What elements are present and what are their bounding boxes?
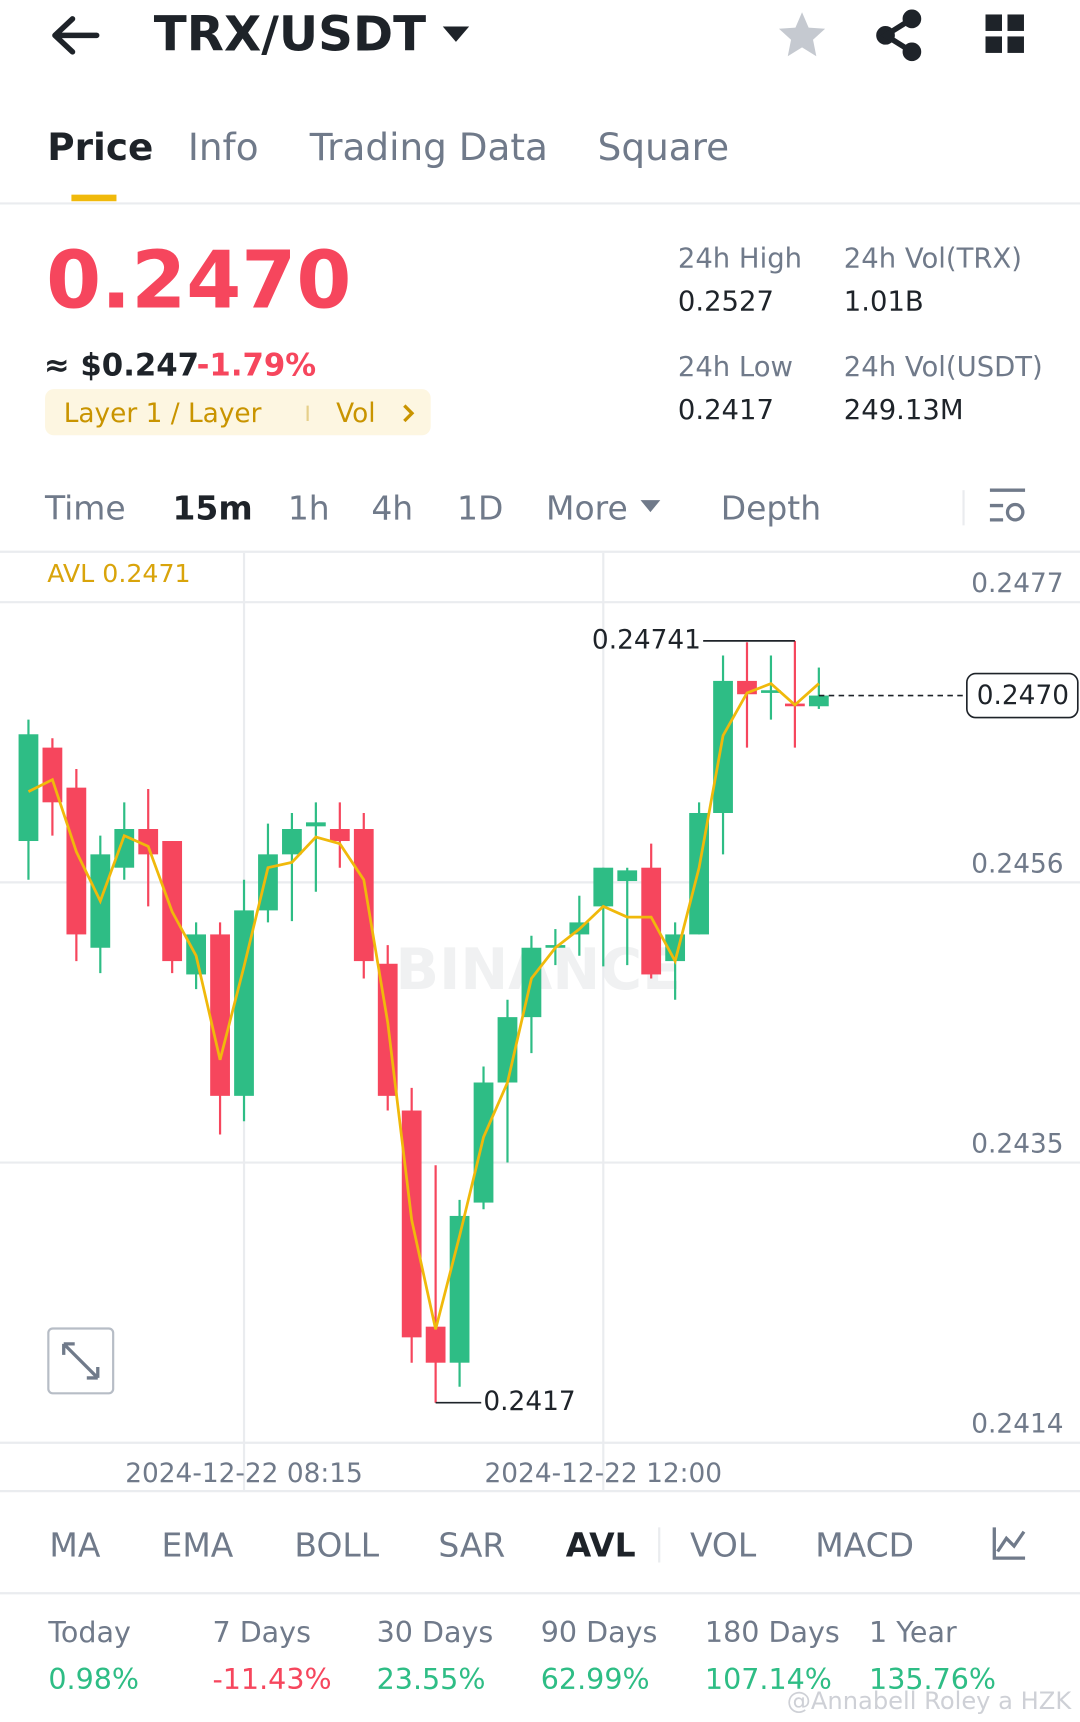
candle-body — [42, 747, 63, 803]
pair-title[interactable]: TRX/USDT — [154, 7, 426, 63]
period-change: 62.99% — [541, 1662, 650, 1696]
indicator-tab[interactable]: AVL — [566, 1526, 636, 1565]
candle-body — [234, 910, 254, 1096]
more-dropdown[interactable] — [640, 500, 661, 513]
y-tick-label: 0.2456 — [971, 849, 1063, 879]
grid-icon[interactable] — [985, 14, 1024, 53]
candle-body — [617, 870, 638, 882]
low-label: 0.2417 — [483, 1387, 575, 1417]
candle-body — [138, 829, 159, 855]
period-change: 135.76% — [869, 1662, 996, 1696]
interval-tab[interactable]: 1D — [457, 488, 503, 527]
avl-line — [27, 681, 820, 1330]
indicator-settings-icon[interactable] — [992, 1527, 1026, 1560]
stat-value: 0.2417 — [678, 395, 774, 426]
indicator-tab[interactable]: BOLL — [294, 1526, 379, 1565]
interval-tab[interactable]: 15m — [172, 488, 252, 527]
share-icon[interactable] — [876, 9, 922, 62]
x-tick-label: 2024-12-22 08:15 — [125, 1459, 363, 1489]
favorite-icon[interactable] — [778, 12, 826, 57]
current-price-label: 0.2470 — [977, 681, 1069, 711]
chart-settings-icon[interactable] — [989, 488, 1026, 522]
period-label: 180 Days — [705, 1615, 840, 1649]
candle-body — [329, 829, 350, 842]
tag-pill[interactable] — [45, 389, 431, 436]
period-label: Today — [47, 1615, 131, 1649]
candle-body — [162, 841, 183, 962]
period-change: 23.55% — [377, 1662, 486, 1696]
pair-dropdown[interactable] — [442, 26, 470, 42]
period-label: 90 Days — [541, 1615, 658, 1649]
interval-tab[interactable]: 1h — [288, 488, 330, 527]
period-change: -11.43% — [212, 1662, 331, 1696]
stat-label: 24h High — [678, 243, 802, 274]
period-label: 7 Days — [212, 1615, 310, 1649]
candle-body — [353, 829, 374, 962]
stat-label: 24h Vol(TRX) — [844, 243, 1022, 274]
candle-body — [66, 787, 87, 935]
indicator-tab[interactable]: MA — [49, 1526, 100, 1565]
tag-extra[interactable]: Vol — [336, 399, 375, 429]
stat-label: 24h Low — [678, 352, 793, 383]
tab[interactable]: Info — [188, 125, 259, 169]
candle-body — [258, 854, 278, 911]
interval-tab[interactable]: Time — [44, 488, 126, 527]
current-price-box — [966, 672, 1079, 719]
candle-body — [808, 695, 829, 707]
indicator-tab[interactable]: VOL — [690, 1526, 757, 1565]
interval-tab[interactable]: Depth — [721, 488, 821, 527]
indicator-tab[interactable]: EMA — [162, 1526, 234, 1565]
watermark: @Annabell Roley a HZK — [787, 1687, 1073, 1715]
y-tick-label: 0.2435 — [971, 1129, 1063, 1159]
candle-body — [641, 867, 662, 975]
period-change: 107.14% — [705, 1662, 832, 1696]
x-tick-label: 2024-12-22 12:00 — [485, 1459, 723, 1489]
expand-icon — [62, 1342, 100, 1380]
tab[interactable]: Price — [47, 125, 153, 169]
y-tick-label: 0.2477 — [971, 569, 1063, 599]
tag-text[interactable]: Layer 1 / Layer — [64, 399, 262, 429]
indicator-tab[interactable]: MACD — [815, 1526, 914, 1565]
period-label: 1 Year — [869, 1615, 957, 1649]
last-price: 0.2470 — [46, 234, 351, 326]
stat-value: 249.13M — [844, 395, 964, 426]
candle-body — [282, 829, 302, 855]
candle-body — [713, 680, 733, 813]
candle-body — [18, 734, 39, 842]
candle-body — [761, 690, 781, 693]
back-button[interactable] — [52, 16, 100, 55]
stat-value: 1.01B — [844, 286, 924, 317]
high-label: 0.24741 — [592, 625, 701, 655]
candle-body — [425, 1326, 446, 1363]
period-change: 0.98% — [48, 1662, 139, 1696]
candle-body — [210, 934, 230, 1096]
tab[interactable]: Square — [598, 125, 729, 169]
candle-body — [593, 867, 614, 907]
interval-tab[interactable]: More — [546, 488, 628, 527]
y-tick-label: 0.2414 — [971, 1410, 1063, 1440]
indicator-tab[interactable]: SAR — [438, 1526, 505, 1565]
indicator-label: AVL 0.2471 — [47, 559, 190, 588]
price-change: -1.79% — [197, 348, 316, 384]
tab[interactable]: Trading Data — [309, 125, 548, 169]
period-label: 30 Days — [377, 1615, 494, 1649]
usd-price: ≈ $0.247 — [44, 348, 199, 384]
interval-tab[interactable]: 4h — [371, 488, 413, 527]
stat-value: 0.2527 — [678, 286, 774, 317]
candlestick-chart: BINANCE0.24770.24560.24350.24142024-12-2… — [0, 552, 1080, 1492]
tag-chevron — [403, 404, 415, 423]
candle-body — [305, 822, 326, 827]
tab-indicator — [71, 194, 117, 202]
stat-label: 24h Vol(USDT) — [844, 352, 1043, 383]
